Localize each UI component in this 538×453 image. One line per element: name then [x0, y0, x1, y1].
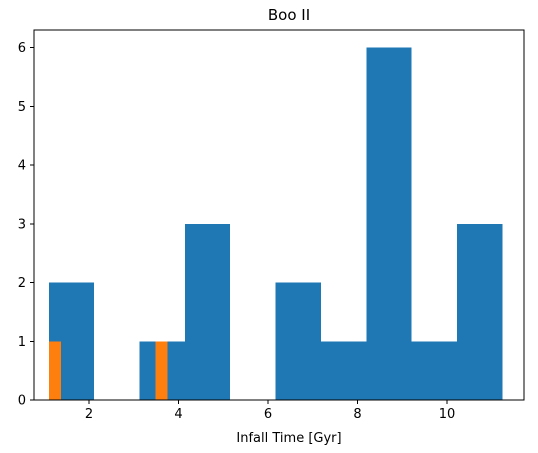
- y-tick-label: 0: [18, 394, 26, 409]
- bar-series-1-bin-6: [275, 282, 321, 400]
- x-tick-label: 10: [439, 407, 456, 422]
- x-tick-label: 6: [264, 407, 272, 422]
- bar-series-1-bin-4: [184, 223, 230, 400]
- y-tick-label: 4: [18, 159, 26, 174]
- y-tick-label: 2: [18, 276, 26, 291]
- chart-title: Boo II: [268, 6, 310, 24]
- plot-frame: [33, 29, 525, 401]
- bar-series-2-bin-1: [48, 341, 61, 400]
- y-tick-label: 3: [18, 217, 26, 232]
- axes-layer: [33, 29, 525, 401]
- bars-layer: [48, 47, 503, 400]
- bar-series-1-bin-9: [411, 341, 457, 400]
- x-tick-label: 2: [85, 407, 93, 422]
- x-axis-label: Infall Time [Gyr]: [236, 431, 341, 446]
- bar-series-1-bin-10: [456, 223, 503, 400]
- y-tick-label: 6: [18, 41, 26, 56]
- y-tick-label: 5: [18, 100, 26, 115]
- x-tick-label: 4: [174, 407, 182, 422]
- bar-series-2-bin-10: [155, 341, 168, 400]
- ticks-layer: 2 4 6 8 10 0 1 2 3 4 5 6: [18, 41, 456, 422]
- bar-series-1-bin-7: [320, 341, 367, 400]
- bar-series-1-bin-8: [366, 47, 412, 400]
- y-tick-label: 1: [18, 335, 26, 350]
- x-tick-label: 8: [353, 407, 361, 422]
